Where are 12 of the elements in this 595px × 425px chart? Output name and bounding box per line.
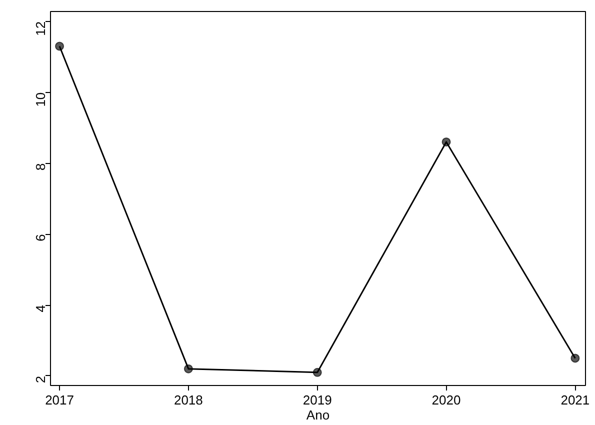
- x-tick-label: 2020: [432, 392, 461, 408]
- y-tick-label: 10: [33, 92, 48, 107]
- y-tick-label: 6: [33, 234, 48, 242]
- y-tick-label: 4: [33, 305, 48, 312]
- x-tick-label: 2019: [302, 392, 332, 408]
- x-tick-label: 2018: [174, 392, 203, 408]
- y-tick-label: 12: [33, 21, 48, 36]
- x-axis-title: Ano: [306, 408, 330, 422]
- x-tick-label: 2017: [45, 392, 74, 408]
- y-tick-label: 2: [33, 376, 48, 384]
- x-tick-label: 2021: [560, 392, 590, 408]
- y-tick-label: 8: [33, 163, 48, 170]
